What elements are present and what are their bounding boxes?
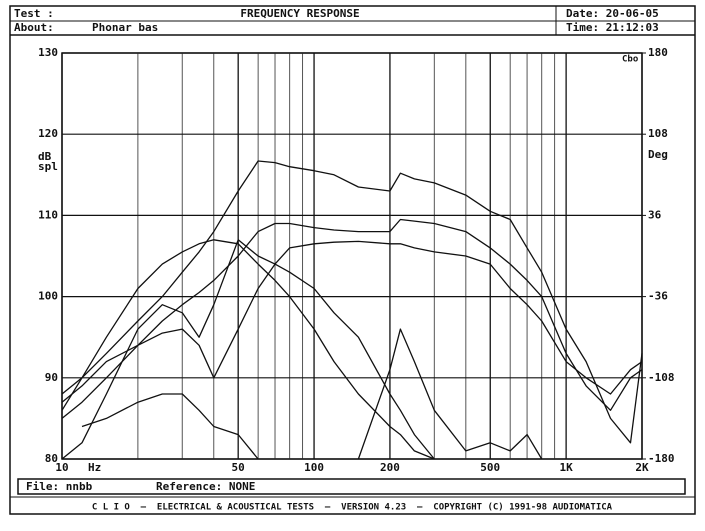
time: Time: 21:12:03 bbox=[566, 21, 659, 34]
x-tick-label: 2K bbox=[635, 461, 649, 474]
file: File: nnbb bbox=[26, 480, 93, 493]
x-tick-label: 500 bbox=[480, 461, 500, 474]
x-tick-label: 1K bbox=[559, 461, 573, 474]
y-tick-label: 90 bbox=[45, 371, 58, 384]
series-line bbox=[61, 239, 435, 460]
reference: Reference: NONE bbox=[156, 480, 255, 493]
y-tick-label: 130 bbox=[38, 46, 58, 59]
series-line bbox=[61, 239, 435, 460]
about: Phonar bas bbox=[92, 21, 158, 34]
y-tick-label: 100 bbox=[38, 290, 58, 303]
banner: C L I O – ELECTRICAL & ACOUSTICAL TESTS … bbox=[92, 503, 613, 513]
y2-tick-label: 180 bbox=[648, 46, 668, 59]
y-tick-label: 80 bbox=[45, 452, 58, 465]
x-tick-label: 10 bbox=[55, 461, 68, 474]
x-tick-label: 100 bbox=[304, 461, 324, 474]
y-axis-label: dB bbox=[38, 150, 52, 163]
y-tick-label: 120 bbox=[38, 127, 58, 140]
date: Date: 20-06-05 bbox=[566, 7, 659, 20]
x-tick-label: 50 bbox=[232, 461, 245, 474]
about-label: About: bbox=[14, 21, 54, 34]
y2-axis-label: Deg bbox=[648, 148, 668, 161]
y2-tick-label: -108 bbox=[648, 371, 675, 384]
y2-tick-label: 108 bbox=[648, 127, 668, 140]
chart-title: FREQUENCY RESPONSE bbox=[240, 7, 359, 20]
y2-tick-label: -180 bbox=[648, 452, 675, 465]
y2-unit: Cbo bbox=[622, 55, 638, 65]
outer-frame bbox=[9, 5, 696, 515]
series-line bbox=[61, 160, 643, 444]
y2-tick-label: 36 bbox=[648, 208, 662, 221]
test-label: Test : bbox=[14, 7, 54, 20]
x-axis-label: Hz bbox=[88, 461, 101, 474]
series-line bbox=[81, 328, 543, 460]
y-tick-label: 110 bbox=[38, 208, 58, 221]
file-box bbox=[17, 478, 686, 495]
y2-tick-label: -36 bbox=[648, 290, 668, 303]
series-line bbox=[61, 240, 643, 403]
x-tick-label: 200 bbox=[380, 461, 400, 474]
y-axis-label: spl bbox=[38, 160, 58, 173]
